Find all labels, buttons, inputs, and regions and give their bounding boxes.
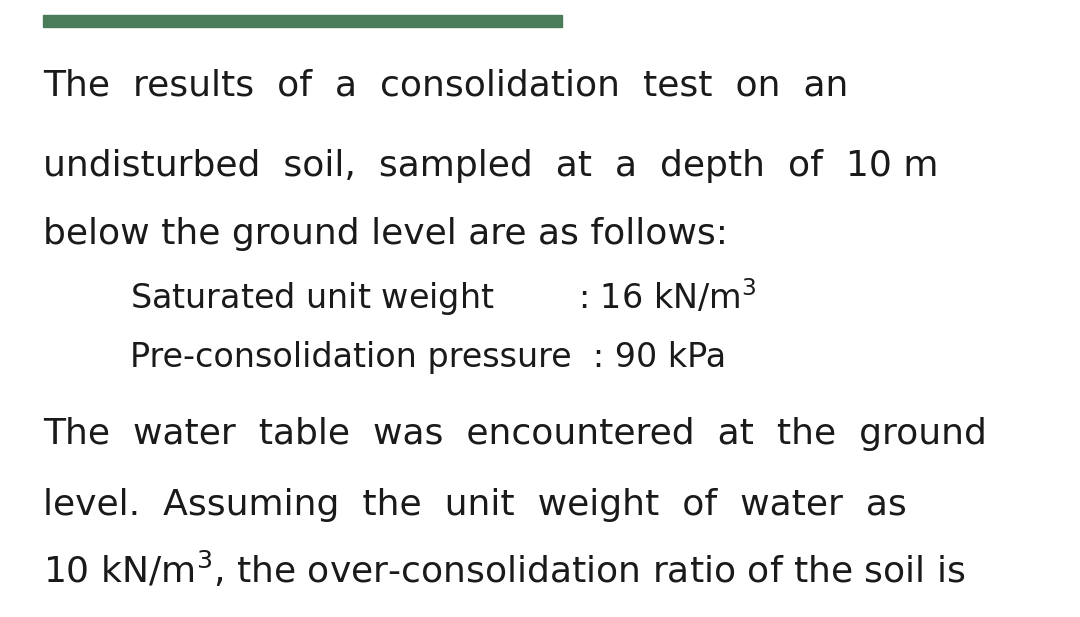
Text: below the ground level are as follows:: below the ground level are as follows: [43,217,728,251]
Text: Saturated unit weight        : 16 kN/m$^3$: Saturated unit weight : 16 kN/m$^3$ [130,276,756,318]
Text: level.  Assuming  the  unit  weight  of  water  as: level. Assuming the unit weight of water… [43,488,907,522]
Text: Pre-consolidation pressure  : 90 kPa: Pre-consolidation pressure : 90 kPa [130,341,726,374]
Text: 10 kN/m$^3$, the over-consolidation ratio of the soil is: 10 kN/m$^3$, the over-consolidation rati… [43,550,966,590]
Text: undisturbed  soil,  sampled  at  a  depth  of  10 m: undisturbed soil, sampled at a depth of … [43,149,939,183]
Text: The  water  table  was  encountered  at  the  ground: The water table was encountered at the g… [43,417,987,451]
Text: The  results  of  a  consolidation  test  on  an: The results of a consolidation test on a… [43,68,849,102]
